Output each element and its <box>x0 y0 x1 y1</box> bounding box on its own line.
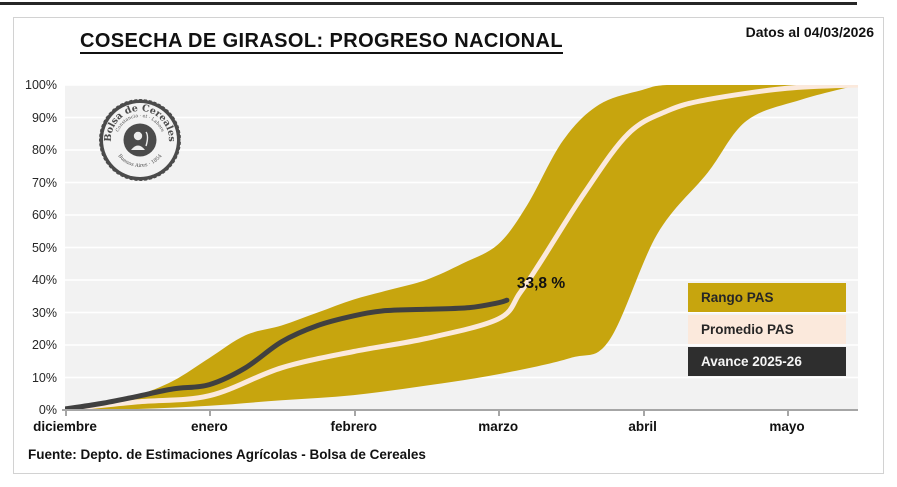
plot-area <box>65 85 858 410</box>
legend-label: Promedio PAS <box>701 322 794 337</box>
page-title: COSECHA DE GIRASOL: PROGRESO NACIONAL <box>80 30 563 52</box>
y-axis-tick-label: 0% <box>38 403 57 417</box>
y-axis-tick-label: 30% <box>31 305 57 320</box>
x-axis-tick <box>498 411 501 416</box>
y-axis-tick-label: 60% <box>31 208 57 222</box>
y-axis-tick-label: 10% <box>31 370 57 385</box>
decorative-top-border <box>0 2 857 5</box>
chart-plot <box>65 85 858 410</box>
series-line-avance-2025-26 <box>65 297 510 410</box>
source-note: Fuente: Depto. de Estimaciones Agrícolas… <box>28 447 426 462</box>
y-axis-tick-label: 100% <box>25 78 57 92</box>
y-axis-tick-label: 40% <box>31 273 57 287</box>
series-band-rango-pas <box>65 85 858 410</box>
logo-center-medallion <box>123 123 157 157</box>
x-axis-tick-label: enero <box>191 419 228 434</box>
x-axis-tick <box>353 411 356 416</box>
logo-figure-bust <box>131 145 145 150</box>
x-axis-tick-label: febrero <box>330 419 378 434</box>
logo-figure-head <box>133 131 143 141</box>
legend: Rango PAS Promedio PAS Avance 2025-26 <box>688 283 846 379</box>
bolsa-de-cereales-logo-icon: Bolsa de Cereales Constancia · et · Labo… <box>98 98 182 182</box>
y-axis-tick-label: 20% <box>31 338 57 352</box>
x-axis-tick-label: marzo <box>478 419 519 434</box>
legend-item-promedio-pas: Promedio PAS <box>688 315 846 344</box>
y-axis-tick-label: 90% <box>31 110 57 125</box>
y-axis-tick-label: 50% <box>31 240 57 255</box>
y-axis-tick-label: 80% <box>31 143 57 157</box>
x-axis-tick <box>642 411 645 416</box>
x-axis-tick <box>209 411 212 416</box>
avance-value-label: 33,8 % <box>516 275 566 293</box>
series-line-promedio-pas <box>65 85 858 410</box>
legend-label: Avance 2025-26 <box>701 354 802 369</box>
y-axis-tick-label: 70% <box>31 175 57 190</box>
x-axis-tick-label: mayo <box>769 419 805 434</box>
x-axis-line <box>62 409 858 411</box>
logo-wheat-stem <box>145 131 149 147</box>
data-as-of-note: Datos al 04/03/2026 <box>745 24 874 40</box>
x-axis-tick-label: diciembre <box>33 419 97 434</box>
legend-item-rango-pas: Rango PAS <box>688 283 846 312</box>
x-axis-tick-label: abril <box>628 419 657 434</box>
x-axis-tick <box>787 411 789 416</box>
legend-label: Rango PAS <box>701 290 774 305</box>
x-axis-tick <box>65 411 67 416</box>
legend-item-avance-2025-26: Avance 2025-26 <box>688 347 846 376</box>
